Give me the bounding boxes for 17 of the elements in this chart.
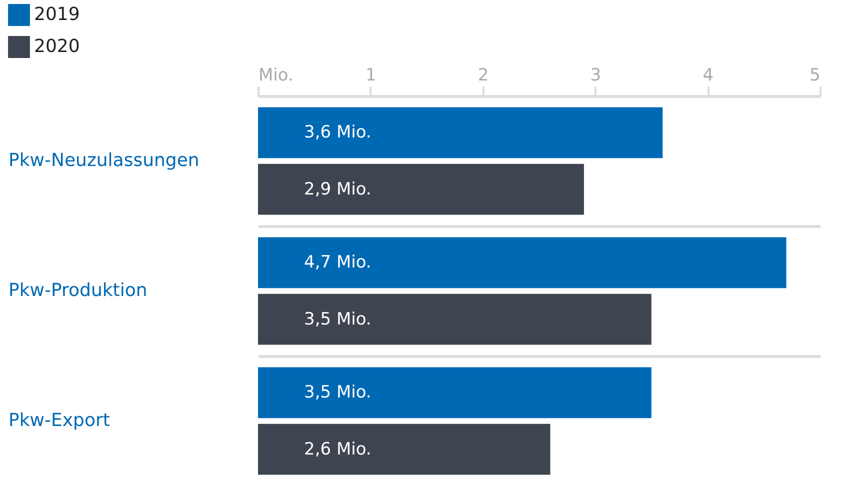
x-tick-label: 3 [590, 66, 602, 86]
data-label: 3,6 Mio. [304, 122, 372, 143]
y-tick-label: Pkw-Produktion [8, 280, 148, 301]
x-tick-label: 2 [478, 66, 489, 86]
data-label: 3,5 Mio. [304, 382, 372, 403]
x-tick-label: 4 [702, 66, 714, 86]
data-label: 2,9 Mio. [304, 179, 372, 200]
data-label: 3,5 Mio. [304, 309, 372, 330]
data-label: 4,7 Mio. [304, 252, 372, 273]
legend-label: 2019 [34, 4, 80, 25]
x-tick-label: 1 [365, 66, 376, 86]
data-label: 2,6 Mio. [304, 439, 372, 460]
x-tick-label: Mio. [258, 66, 294, 86]
y-tick-label: Pkw-Export [8, 410, 110, 431]
y-tick-label: Pkw-Neuzulassungen [8, 150, 200, 171]
x-tick-label: 5 [810, 66, 820, 86]
legend-label: 2020 [34, 36, 80, 57]
